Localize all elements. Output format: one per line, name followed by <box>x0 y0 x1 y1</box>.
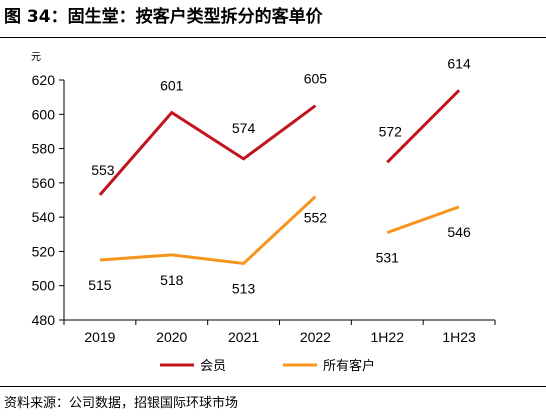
data-label-all-customers: 546 <box>447 224 471 240</box>
x-tick-label: 1H22 <box>371 329 405 345</box>
figure-title: 图 34：固生堂：按客户类型拆分的客单价 <box>4 7 323 27</box>
x-tick-label: 2022 <box>300 329 331 345</box>
series-lines <box>98 89 461 266</box>
chart-area: 元 480 500 520 540 560 580 600 620 2019 2020 2021 20… <box>31 52 496 373</box>
series-line-member <box>386 89 461 164</box>
data-label-all-customers: 513 <box>232 280 256 296</box>
legend-item-member: 会员 <box>200 358 226 373</box>
y-tick-label: 580 <box>32 141 56 157</box>
source-note: 资料来源：公司数据，招银国际环球市场 <box>4 396 239 411</box>
x-tick-label: 2020 <box>156 329 187 345</box>
y-tick-label: 520 <box>32 243 56 259</box>
x-tick-label: 2021 <box>228 329 259 345</box>
data-label-all-customers: 552 <box>304 210 328 226</box>
legend-item-all-customers: 所有客户 <box>323 358 375 373</box>
data-label-member: 614 <box>447 55 471 71</box>
y-tick-label: 560 <box>32 175 56 191</box>
data-labels: 553 601 574 605 572 614 515 518 513 552 531 546 <box>88 55 471 296</box>
legend: 会员 所有客户 <box>160 358 375 373</box>
axes: 480 500 520 540 560 580 600 620 2019 2020 2021 2022… <box>32 72 496 345</box>
y-tick-label: 620 <box>32 72 56 88</box>
data-label-member: 574 <box>232 120 256 136</box>
data-label-member: 553 <box>91 162 115 178</box>
data-label-all-customers: 515 <box>88 277 112 293</box>
series-line-all-customers <box>386 205 460 234</box>
y-tick-label: 500 <box>32 278 56 294</box>
x-tick-label: 2019 <box>84 329 115 345</box>
data-label-member: 601 <box>160 78 184 94</box>
series-line-all-customers <box>99 195 317 266</box>
y-axis-unit-label: 元 <box>31 52 41 63</box>
y-tick-label: 540 <box>32 209 56 225</box>
x-tick-label: 1H23 <box>442 329 476 345</box>
data-label-member: 572 <box>379 123 403 139</box>
data-label-all-customers: 518 <box>160 272 184 288</box>
series-line-member <box>98 104 317 196</box>
source-rule <box>0 386 546 387</box>
data-label-all-customers: 531 <box>376 250 400 266</box>
y-tick-label: 480 <box>32 312 56 328</box>
title-rule <box>0 37 546 38</box>
y-tick-label: 600 <box>32 106 56 122</box>
data-label-member: 605 <box>304 71 328 87</box>
